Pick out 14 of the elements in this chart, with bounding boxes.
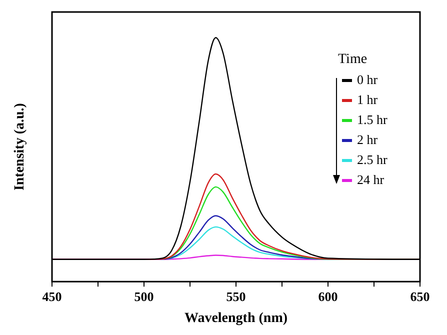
x-tick-label: 550 — [226, 288, 246, 304]
legend-label: 0 hr — [357, 72, 378, 88]
legend-label: 2.5 hr — [357, 152, 388, 168]
legend-title: Time — [338, 52, 368, 68]
legend-label: 2 hr — [357, 132, 378, 148]
legend-label: 24 hr — [357, 172, 384, 188]
x-tick-label: 450 — [42, 288, 62, 304]
legend-label: 1.5 hr — [357, 112, 388, 128]
x-tick-label: 500 — [134, 288, 154, 304]
y-axis-title: Intensity (a.u.) — [12, 102, 28, 191]
x-tick-label: 600 — [318, 288, 338, 304]
x-axis-title: Wavelength (nm) — [184, 311, 288, 326]
legend-label: 1 hr — [357, 92, 378, 108]
x-tick-label: 650 — [410, 288, 430, 304]
